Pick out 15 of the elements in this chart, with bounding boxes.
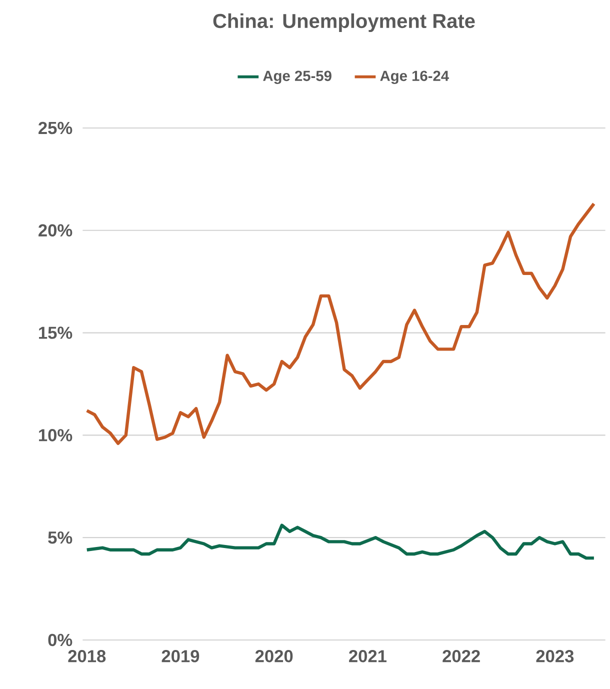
x-tick-label: 2022 (442, 650, 480, 662)
x-tick-label: 2023 (536, 650, 574, 662)
y-tick-label: 20% (38, 224, 72, 237)
legend-label: Age 16-24 (380, 70, 449, 84)
y-tick-label: 10% (39, 429, 72, 442)
chart-title: China: Unemployment Rate (213, 13, 475, 32)
x-tick-label: 2021 (349, 650, 386, 662)
y-tick-label: 15% (39, 326, 72, 339)
legend-label: Age 25-59 (263, 70, 332, 84)
x-tick-label: 2019 (162, 650, 200, 662)
y-tick-label: 0% (48, 634, 72, 646)
x-tick-label: 2020 (255, 650, 293, 662)
y-tick-label: 25% (38, 122, 72, 134)
x-tick-label: 2018 (68, 650, 106, 662)
y-tick-label: 5% (48, 531, 72, 544)
